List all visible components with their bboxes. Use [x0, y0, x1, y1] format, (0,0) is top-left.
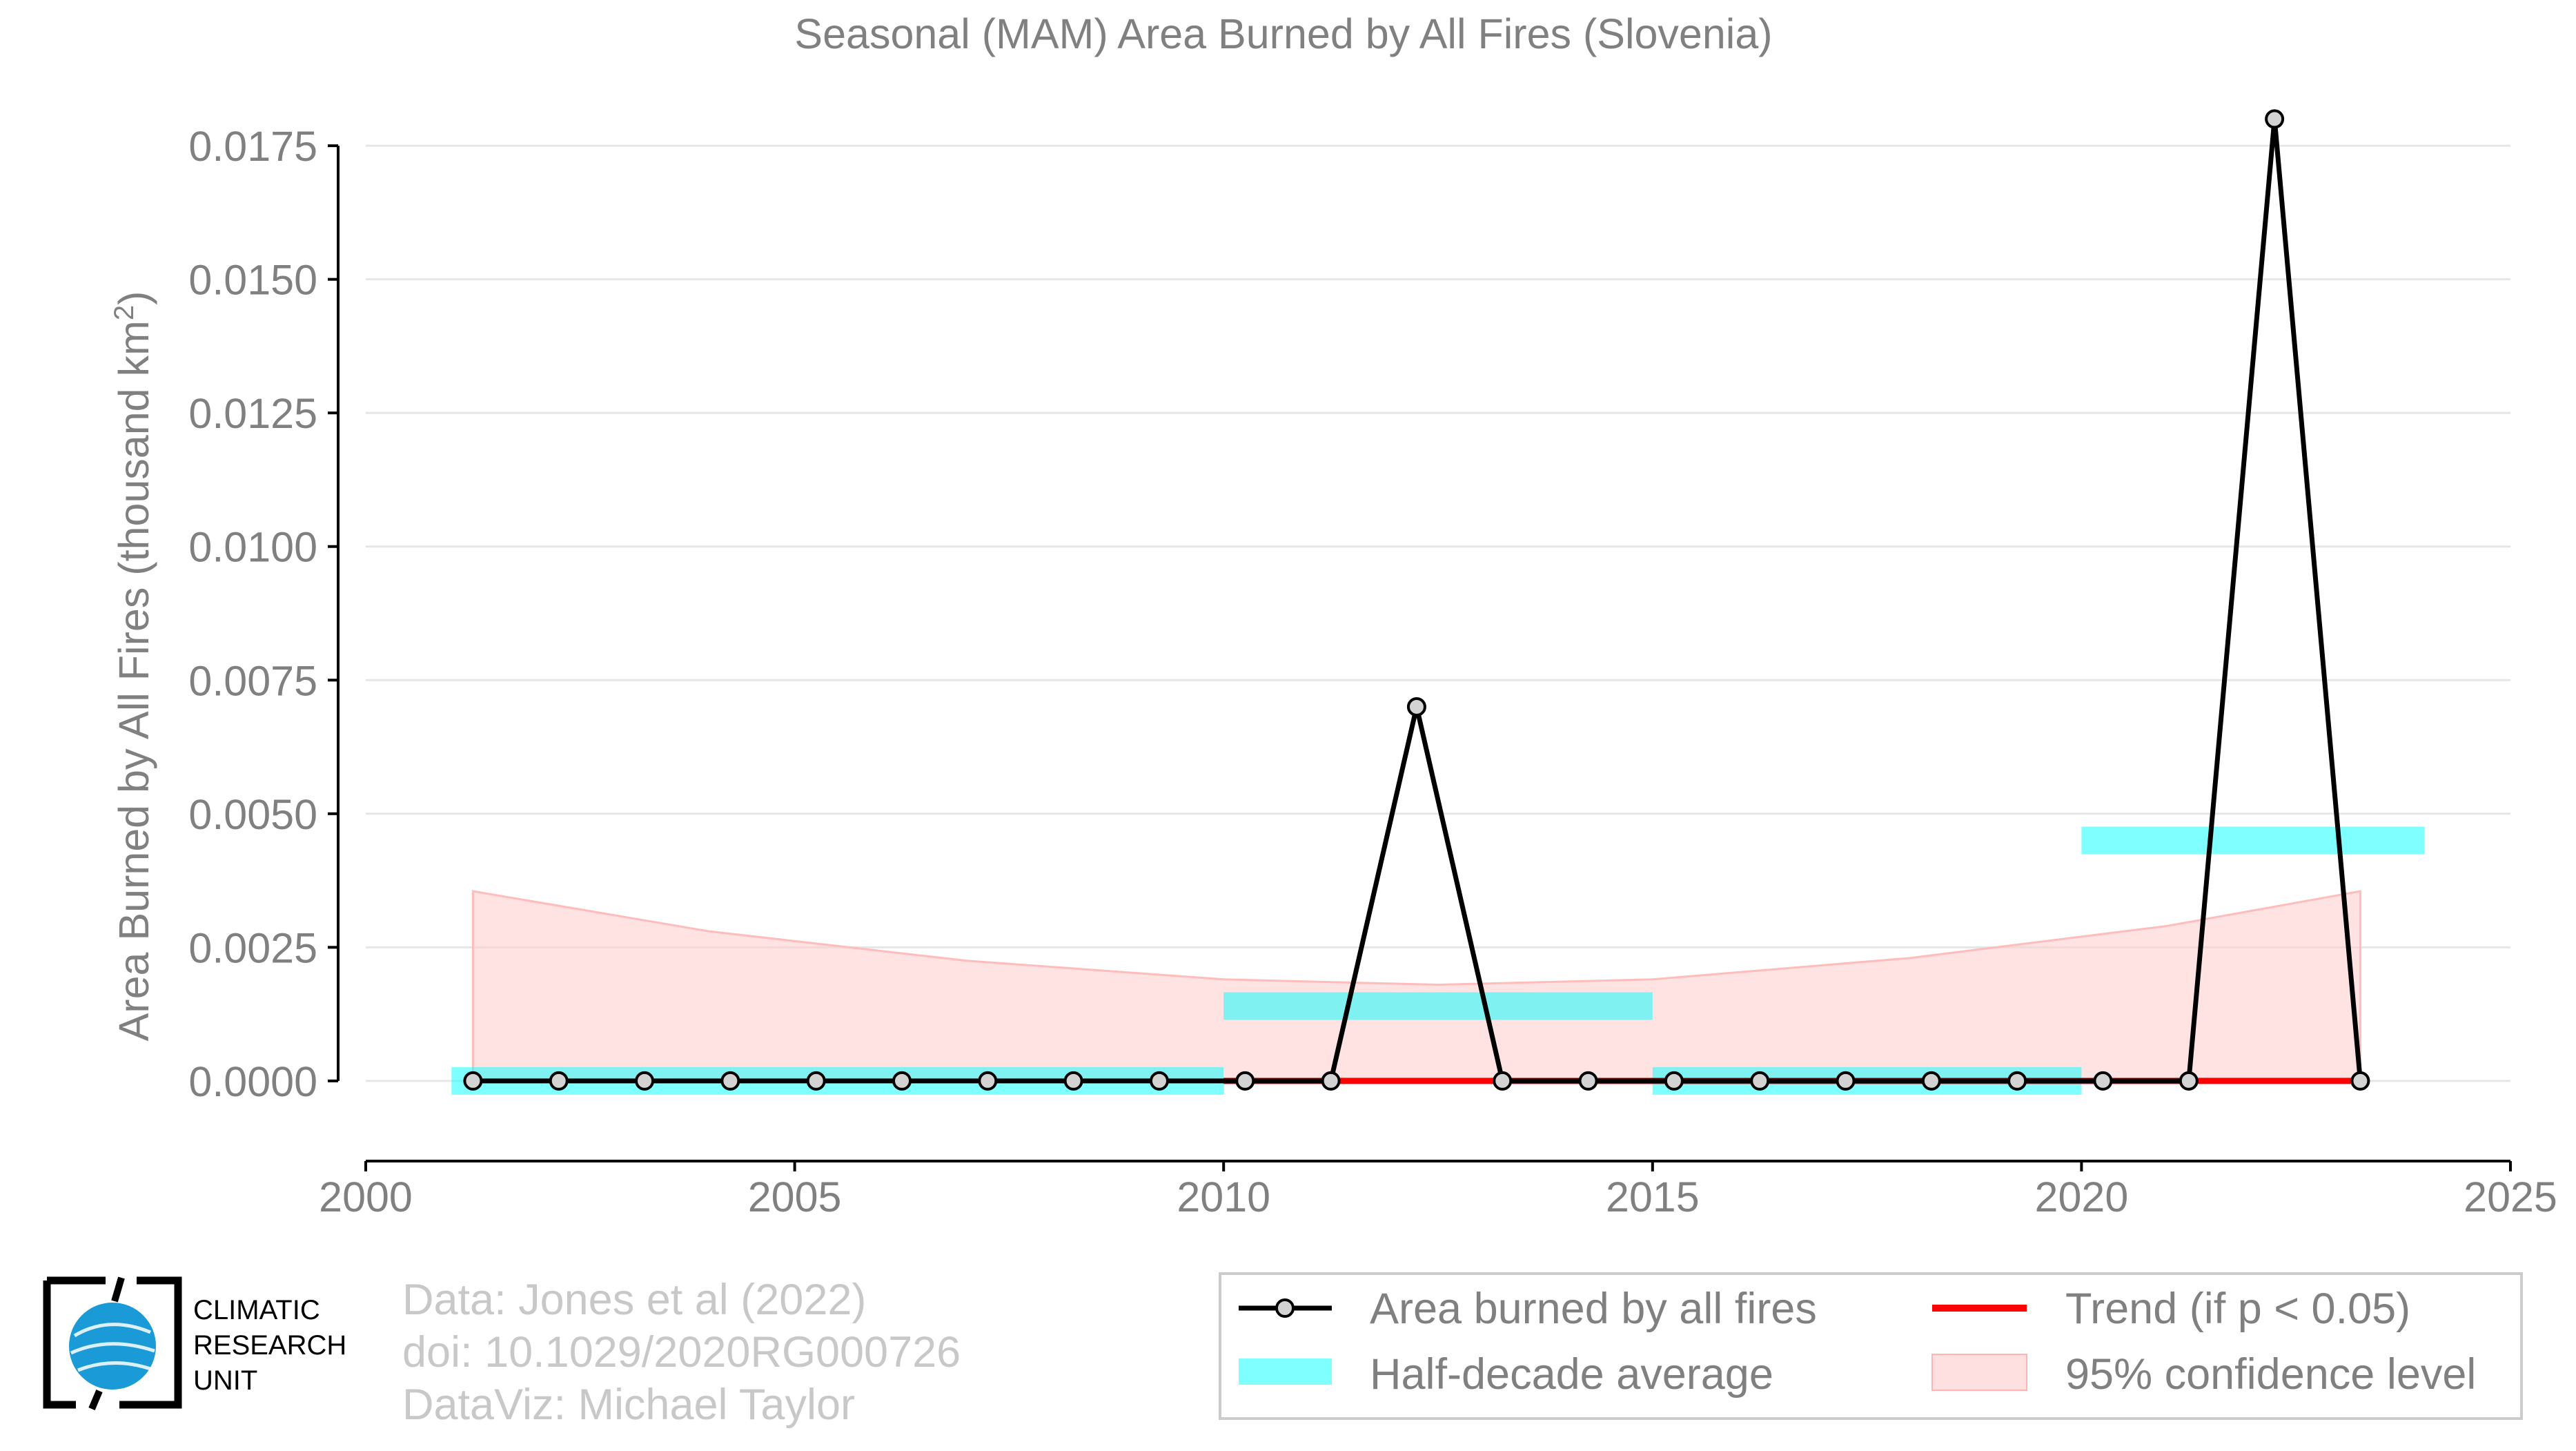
y-tick-label-0: 0.0000: [188, 1058, 317, 1105]
data-point-22: [2350, 1071, 2370, 1091]
credit-data: Data: Jones et al (2022): [402, 1276, 867, 1324]
data-point-6: [978, 1071, 998, 1091]
legend-line-marker: [1275, 1298, 1295, 1318]
data-point-18: [2007, 1071, 2027, 1091]
data-point-3: [720, 1071, 740, 1091]
axes: [328, 144, 2512, 1171]
y-tick-label-6: 0.0150: [188, 257, 317, 304]
y-tick-label-7: 0.0175: [188, 123, 317, 170]
y-tick-label-3: 0.0075: [188, 657, 317, 704]
data-point-13: [1578, 1071, 1598, 1091]
cru-logo: CLIMATIC RESEARCH UNIT: [40, 1274, 364, 1412]
credit-doi: doi: 10.1029/2020RG000726: [402, 1328, 961, 1376]
data-point-19: [2093, 1071, 2113, 1091]
y-tick-label-1: 0.0025: [188, 924, 317, 971]
data-point-17: [1921, 1071, 1941, 1091]
legend-label-band: 95% confidence level: [2065, 1350, 2476, 1399]
legend-avg-swatch: [1239, 1359, 1332, 1385]
data-point-15: [1750, 1071, 1770, 1091]
data-point-4: [806, 1071, 826, 1091]
logo-line-3: UNIT: [193, 1365, 258, 1396]
logo-line-1: CLIMATIC: [193, 1295, 320, 1325]
data-point-21: [2265, 109, 2285, 129]
cru-logo-graphic: [43, 1276, 182, 1410]
x-tick-label-2: 2010: [1177, 1174, 1270, 1220]
legend-band-swatch: [1931, 1354, 2027, 1391]
logo-line-2: RESEARCH: [193, 1330, 347, 1361]
y-axis-label-end: ): [110, 291, 157, 305]
series-points: [463, 109, 2370, 1091]
data-point-5: [892, 1071, 912, 1091]
chart-title: Seasonal (MAM) Area Burned by All Fires …: [794, 10, 1772, 57]
x-tick-label-0: 2000: [319, 1174, 413, 1220]
data-point-2: [635, 1071, 655, 1091]
legend-label-avg: Half-decade average: [1370, 1350, 1773, 1399]
confidence-band: [471, 890, 2361, 1082]
legend-label-line: Area burned by all fires: [1370, 1285, 1817, 1333]
data-point-9: [1235, 1071, 1255, 1091]
data-point-8: [1149, 1071, 1169, 1091]
x-tick-label-3: 2015: [1606, 1174, 1700, 1220]
y-tick-label-5: 0.0125: [188, 390, 317, 437]
legend-box: [1219, 1272, 2523, 1420]
data-point-16: [1836, 1071, 1856, 1091]
data-point-12: [1493, 1071, 1513, 1091]
x-tick-label-1: 2005: [748, 1174, 842, 1220]
half-decade-bar-1: [1223, 992, 1653, 1020]
legend-label-trend: Trend (if p < 0.05): [2065, 1285, 2410, 1333]
data-point-0: [463, 1071, 483, 1091]
data-point-20: [2179, 1071, 2199, 1091]
data-point-11: [1406, 697, 1426, 717]
y-tick-label-2: 0.0050: [188, 791, 317, 838]
y-tick-label-4: 0.0100: [188, 524, 317, 571]
data-point-10: [1321, 1071, 1341, 1091]
legend: Area burned by all fires Trend (if p < 0…: [1219, 1272, 2523, 1420]
confidence-band-area: [471, 890, 2361, 1082]
y-axis-label: Area Burned by All Fires (thousand km2): [109, 291, 157, 1042]
data-point-7: [1063, 1071, 1083, 1091]
credit-dataviz: DataViz: Michael Taylor: [402, 1381, 855, 1429]
x-tick-labels: 2000 2005 2010 2015 2020 2025: [319, 1174, 2557, 1220]
y-axis-label-main: Area Burned by All Fires (thousand km: [110, 320, 157, 1041]
x-tick-label-5: 2025: [2464, 1174, 2557, 1220]
x-tick-label-4: 2020: [2035, 1174, 2129, 1220]
half-decade-bar-3: [2081, 826, 2425, 855]
data-point-14: [1664, 1071, 1684, 1091]
data-point-1: [549, 1071, 569, 1091]
credits: Data: Jones et al (2022) doi: 10.1029/20…: [402, 1274, 961, 1431]
y-tick-labels: 0.0000 0.0025 0.0050 0.0075 0.0100 0.0125 0.01…: [188, 123, 317, 1105]
y-axis-label-sup: 2: [109, 305, 139, 320]
